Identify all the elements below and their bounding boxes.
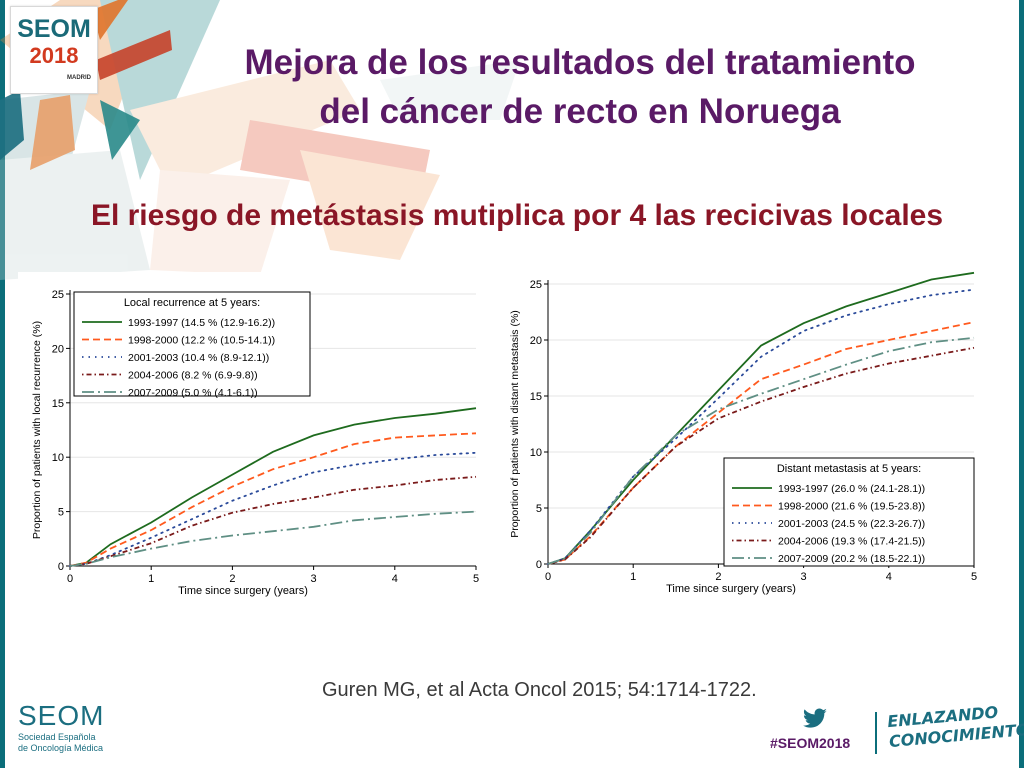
x-axis-label: Time since surgery (years): [178, 585, 308, 597]
chart-right-svg: 0 5 10 15 20 25 0 1 2 3 4 5 Time since surgery (year…: [509, 271, 977, 595]
y-tick-label: 10: [530, 447, 542, 459]
legend-entry-2: 1998-2000 (12.2 % (10.5-14.1)): [128, 335, 275, 347]
decorative-background: [0, 0, 520, 280]
x-tick-label: 1: [148, 573, 154, 585]
x-tick-label: 0: [545, 571, 551, 583]
legend-entry-3: 2001-2003 (10.4 % (8.9-12.1)): [128, 352, 269, 364]
y-axis-label: Proportion of patients with distant meta…: [509, 310, 521, 538]
y-tick-label: 25: [530, 279, 542, 291]
distant-metastasis-chart: 0 5 10 15 20 25 0 1 2 3 4 5 Time since surgery (year…: [502, 262, 984, 612]
y-tick-label: 25: [52, 289, 64, 301]
page-subtitle: El riesgo de metástasis mutiplica por 4 …: [90, 199, 944, 232]
seom-footer-logo: SEOM Sociedad Española de Oncología Médi…: [18, 700, 104, 754]
y-tick-label: 5: [58, 507, 64, 519]
y-axis-label: Proportion of patients with local recurr…: [31, 321, 43, 539]
page-title: Mejora de los resultados del tratamiento…: [120, 38, 1024, 136]
series-line-2: [69, 432, 477, 567]
chart-left-svg: 0 5 10 15 20 25 0 1 2 3 4 5 Time since surgery (year…: [31, 289, 479, 597]
x-tick-label: 4: [886, 571, 892, 583]
left-accent-bar: [0, 0, 5, 768]
series-line-1: [69, 407, 477, 567]
logo-year-text: 2018: [29, 43, 79, 68]
legend-entry-4: 2004-2006 (8.2 % (6.9-9.8)): [128, 370, 258, 382]
series-line-4: [69, 475, 477, 567]
seom-footer-line-2: de Oncología Médica: [18, 743, 104, 753]
legend-title: Distant metastasis at 5 years:: [777, 463, 921, 475]
twitter-bird-icon: [802, 708, 827, 728]
x-tick-label: 3: [311, 573, 317, 585]
y-tick-label: 20: [52, 343, 64, 355]
logo-city-text: MADRID: [67, 75, 91, 81]
right-accent-bar: [1019, 0, 1024, 768]
legend-entry-1: 1993-1997 (26.0 % (24.1-28.1)): [778, 483, 925, 495]
y-tick-label: 20: [530, 335, 542, 347]
y-tick-label: 15: [52, 398, 64, 410]
legend-entry-2: 1998-2000 (21.6 % (19.5-23.8)): [778, 501, 925, 513]
title-line-2: del cáncer de recto en Noruega: [319, 92, 841, 131]
x-tick-label: 5: [473, 573, 479, 585]
x-tick-label: 1: [630, 571, 636, 583]
title-line-1: Mejora de los resultados del tratamiento: [244, 43, 916, 82]
x-tick-label: 4: [392, 573, 398, 585]
y-tick-label: 0: [58, 561, 64, 573]
x-tick-label: 0: [67, 573, 73, 585]
x-tick-label: 2: [229, 573, 235, 585]
series-line-5: [547, 336, 975, 565]
series-line-5: [69, 510, 477, 567]
citation: Guren MG, et al Acta Oncol 2015; 54:1714…: [322, 679, 757, 701]
x-axis-label: Time since surgery (years): [666, 583, 796, 595]
y-tick-label: 15: [530, 391, 542, 403]
y-tick-label: 10: [52, 452, 64, 464]
legend-box: [73, 291, 311, 397]
legend-entry-1: 1993-1997 (14.5 % (12.9-16.2)): [128, 317, 275, 329]
legend-box: [723, 457, 975, 567]
footer-divider: [875, 712, 877, 754]
seom-footer-line-1: Sociedad Española: [18, 732, 96, 742]
x-tick-label: 2: [715, 571, 721, 583]
legend-entry-5: 2007-2009 (5.0 % (4.1-6.1)): [128, 387, 258, 399]
legend-entry-5: 2007-2009 (20.2 % (18.5-22.1)): [778, 553, 925, 565]
x-tick-label: 3: [801, 571, 807, 583]
series-line-1: [547, 271, 975, 565]
seom-2018-logo: SEOM 2018 MADRID: [10, 6, 98, 94]
legend-title: Local recurrence at 5 years:: [124, 297, 260, 309]
y-tick-label: 5: [536, 503, 542, 515]
slogan: ENLAZANDO CONOCIMIENTO: [887, 700, 1024, 752]
legend-entry-3: 2001-2003 (24.5 % (22.3-26.7)): [778, 518, 925, 530]
local-recurrence-chart: 0 5 10 15 20 25 0 1 2 3 4 5 Time since surgery (year…: [18, 272, 484, 610]
seom-footer-name: SEOM: [18, 700, 105, 731]
series-line-4: [547, 346, 975, 565]
x-tick-label: 5: [971, 571, 977, 583]
series-line-3: [69, 451, 477, 567]
legend-entry-4: 2004-2006 (19.3 % (17.4-21.5)): [778, 536, 925, 548]
y-tick-label: 0: [536, 559, 542, 571]
logo-seom-text: SEOM: [17, 15, 91, 43]
hashtag: #SEOM2018: [770, 735, 851, 751]
